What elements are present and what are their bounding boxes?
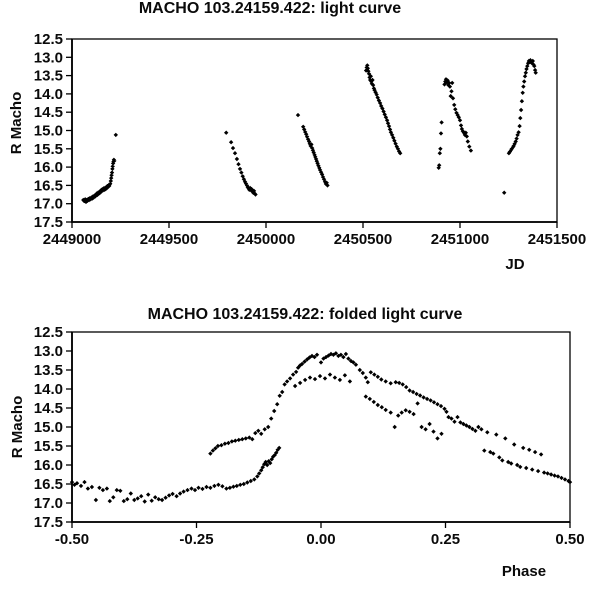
y-tick-label: 17.0 <box>34 495 63 512</box>
y-tick-label: 13.5 <box>34 362 63 379</box>
x-tick-label: 2450000 <box>237 231 295 248</box>
y-tick-label: 13.0 <box>34 343 63 360</box>
y-tick-label: 13.5 <box>34 68 63 85</box>
y-tick-label: 15.0 <box>34 123 63 140</box>
x-tick-label: 0.00 <box>306 531 335 548</box>
data-points <box>81 58 538 205</box>
y-tick-label: 16.0 <box>34 159 63 176</box>
light-curve-plot: 2449000 2449500 2450000 2450500 2451000 24515… <box>34 31 586 248</box>
plot-border <box>71 38 558 223</box>
y-tick-label: 14.5 <box>34 400 63 417</box>
y-tick-label: 17.5 <box>34 214 63 231</box>
y-tick-label: 17.0 <box>34 196 63 213</box>
light-curve-x-axis-title: JD <box>505 256 525 273</box>
y-tick-label: 12.5 <box>34 31 63 48</box>
y-tick-label: 14.0 <box>34 86 63 103</box>
y-tick-label: 12.5 <box>34 324 63 341</box>
light-curve-title: MACHO 103.24159.422: light curve <box>138 0 402 17</box>
y-tick-label: 13.0 <box>34 49 63 66</box>
y-tick-label: 17.5 <box>34 514 63 531</box>
x-tick-label: -0.25 <box>179 531 213 548</box>
y-tick-label: 16.5 <box>34 177 63 194</box>
x-tick-label: 2451000 <box>431 231 489 248</box>
y-tick-label: 15.0 <box>34 419 63 436</box>
folded-curve-plot: -0.50 -0.25 0.00 0.25 0.50 12.5 13.0 13.5 14.0 14… <box>34 324 585 548</box>
y-tick-label: 16.0 <box>34 457 63 474</box>
y-tick-label: 14.0 <box>34 381 63 398</box>
y-tick-label: 16.5 <box>34 476 63 493</box>
x-tick-label: 0.50 <box>555 531 584 548</box>
x-tick-label: -0.50 <box>55 531 89 548</box>
y-tick-label: 15.5 <box>34 141 63 158</box>
x-tick-label: 2451500 <box>528 231 586 248</box>
data-points <box>69 351 573 504</box>
axis-lines <box>71 39 557 223</box>
plot-axes: 2449000 2449500 2450000 2450500 2451000 24515… <box>34 31 586 248</box>
plot-axes: -0.50 -0.25 0.00 0.25 0.50 12.5 13.0 13.5 14.0 14… <box>34 324 585 548</box>
x-tick-label: 0.25 <box>431 531 460 548</box>
y-tick-label: 15.5 <box>34 438 63 455</box>
x-tick-label: 2449500 <box>140 231 198 248</box>
folded-curve-title: MACHO 103.24159.422: folded light curve <box>147 306 463 323</box>
y-tick-label: 14.5 <box>34 104 63 121</box>
folded-curve-x-axis-title: Phase <box>501 563 547 580</box>
x-tick-label: 2450500 <box>334 231 392 248</box>
x-tick-label: 2449000 <box>43 231 101 248</box>
